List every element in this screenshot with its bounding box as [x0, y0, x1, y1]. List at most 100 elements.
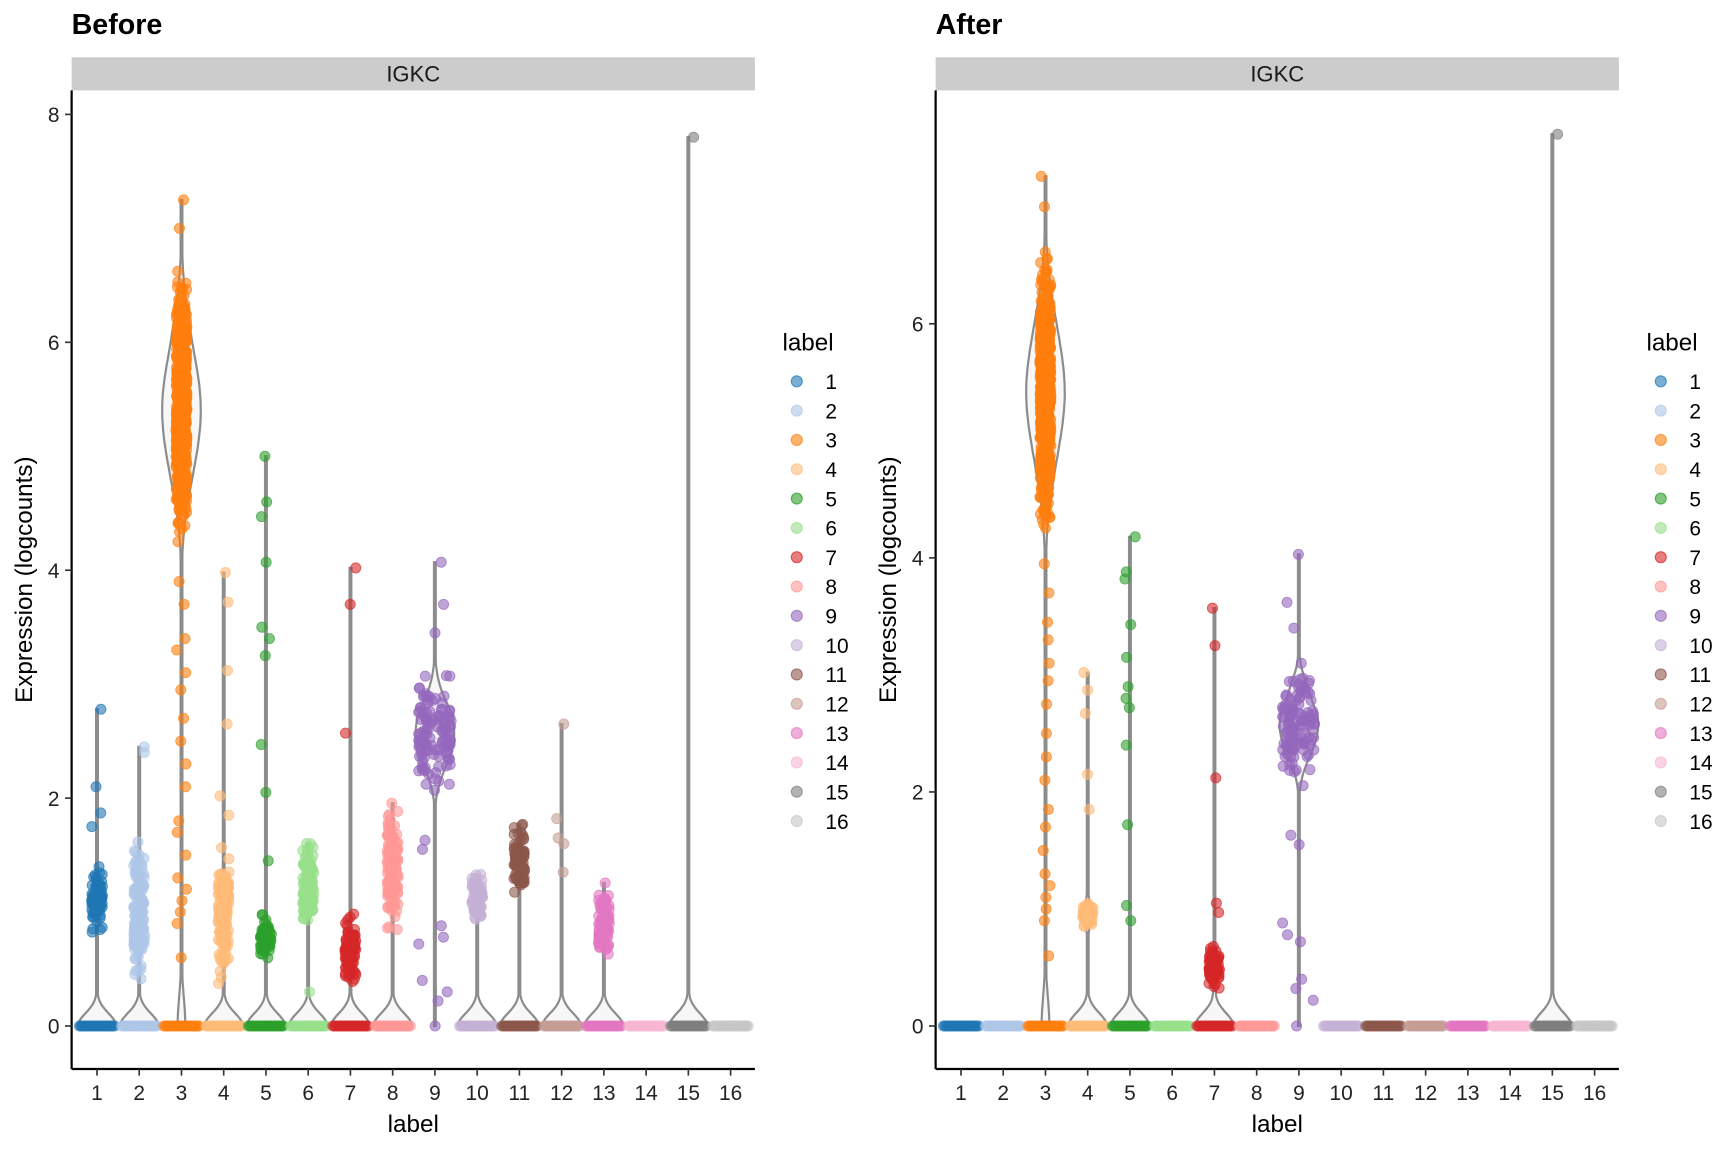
x-tick-label: 16 [719, 1082, 742, 1105]
data-point [432, 721, 444, 733]
x-tick-label: 8 [387, 1082, 399, 1105]
data-point [414, 750, 426, 762]
data-point [1209, 640, 1221, 652]
data-point [1040, 306, 1052, 318]
data-point [259, 450, 271, 462]
x-tick-label: 3 [1040, 1082, 1052, 1105]
legend-swatch [1654, 433, 1667, 447]
legend-swatch [1654, 375, 1667, 388]
group-12 [1402, 1020, 1449, 1032]
data-point [1037, 844, 1049, 856]
legend-label: 7 [825, 547, 837, 570]
data-point [419, 670, 431, 682]
legend-swatch [1654, 492, 1667, 505]
x-tick-label: 4 [218, 1082, 230, 1105]
legend-label: 5 [825, 488, 837, 511]
data-point [179, 633, 191, 645]
data-point [180, 781, 192, 793]
data-point [215, 927, 227, 939]
data-point [1303, 749, 1315, 761]
data-point [444, 670, 456, 682]
violin [667, 136, 710, 1028]
legend-swatch [790, 814, 803, 828]
data-point [302, 914, 314, 926]
data-point [93, 867, 105, 879]
legend-swatch [790, 463, 803, 476]
group-4 [1064, 667, 1111, 1032]
data-point [173, 576, 185, 588]
legend-label: 9 [1689, 606, 1701, 629]
data-point [1039, 446, 1051, 458]
x-tick-label: 10 [1330, 1082, 1353, 1105]
data-point [347, 929, 359, 941]
data-point [439, 713, 451, 725]
data-point [342, 952, 354, 964]
group-1 [73, 703, 121, 1032]
legend-swatch [1654, 521, 1667, 534]
data-point [1122, 681, 1134, 693]
data-point [1282, 929, 1294, 941]
data-point [426, 695, 438, 707]
data-point [438, 690, 450, 702]
data-point [1040, 751, 1052, 763]
data-point [173, 347, 185, 359]
x-tick-label: 2 [997, 1082, 1009, 1105]
legend-swatch [1654, 551, 1667, 564]
data-point [256, 621, 268, 633]
data-point [1277, 917, 1289, 929]
data-point [304, 986, 316, 998]
legend-swatch [1654, 697, 1667, 710]
group-15 [1529, 128, 1576, 1032]
data-point [86, 926, 98, 938]
group-9 [1277, 548, 1321, 1032]
data-point [1212, 965, 1224, 977]
data-point [1043, 587, 1055, 599]
legend-swatch [790, 727, 803, 740]
legend-swatch [1654, 609, 1667, 622]
data-point [1042, 616, 1054, 628]
data-point [742, 1020, 754, 1032]
x-tick-label: 12 [1414, 1082, 1437, 1105]
legend-label: 2 [825, 400, 837, 423]
data-point [299, 897, 311, 909]
violin [1278, 553, 1320, 1028]
data-point [1286, 699, 1298, 711]
legend-label: 6 [825, 518, 837, 541]
legend-label: 12 [825, 693, 848, 716]
facet-strip-label: IGKC [1250, 62, 1304, 87]
data-point [1121, 651, 1133, 663]
group-6 [1149, 1020, 1196, 1032]
data-point [1305, 695, 1317, 707]
facet-strip [71, 57, 755, 91]
data-point [391, 845, 403, 857]
x-tick-label: 15 [1541, 1082, 1564, 1105]
data-point [175, 684, 187, 696]
data-point [1035, 381, 1047, 393]
group-11 [1360, 1020, 1407, 1032]
data-point [1044, 880, 1056, 892]
data-point [262, 855, 274, 867]
data-point [341, 920, 353, 932]
data-point [1043, 657, 1055, 669]
data-point [171, 469, 183, 481]
data-point [1296, 973, 1308, 985]
data-point [602, 890, 614, 902]
data-point [508, 828, 520, 840]
data-point [175, 952, 187, 964]
y-tick-label: 2 [48, 788, 60, 811]
group-3 [1022, 170, 1069, 1032]
data-point [595, 902, 607, 914]
legend-swatch [1654, 639, 1667, 652]
data-point [175, 283, 188, 295]
legend-label: 10 [1689, 635, 1712, 658]
data-point [90, 881, 102, 893]
x-tick-label: 14 [634, 1082, 658, 1105]
legend-swatch [790, 580, 803, 593]
data-point [1297, 780, 1309, 792]
data-point [221, 918, 233, 931]
data-point [86, 821, 98, 833]
data-point [307, 841, 319, 853]
data-point [177, 319, 189, 331]
